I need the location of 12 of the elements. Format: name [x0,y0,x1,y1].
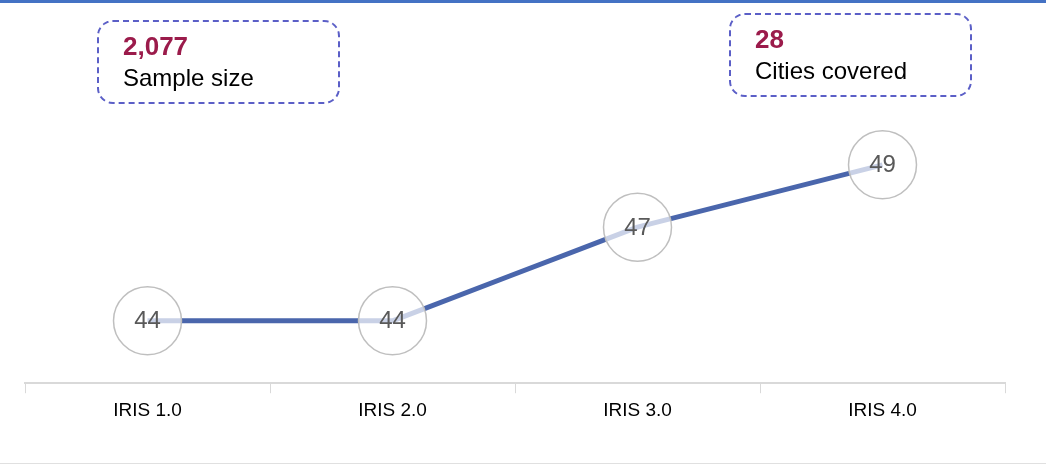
data-label: 44 [134,306,161,334]
text: Sample size [123,63,255,93]
x-tick-label: IRIS 3.0 [603,398,672,420]
text: Cities covered [755,56,909,86]
text: 28 [755,23,785,55]
data-label: 47 [624,212,651,240]
text: 2,077 [123,30,190,62]
data-label: 49 [869,150,896,178]
x-tick-label: IRIS 4.0 [848,398,917,420]
data-label: 44 [379,306,406,334]
x-tick-label: IRIS 1.0 [113,398,182,420]
x-tick-label: IRIS 2.0 [358,398,427,420]
